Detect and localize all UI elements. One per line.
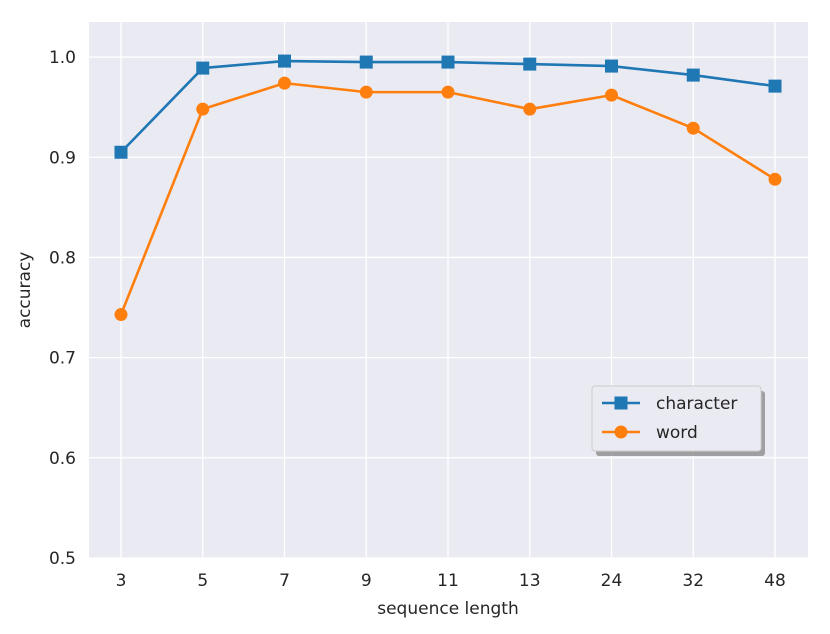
legend-label-word: word (656, 423, 698, 443)
y-tick-label: 0.6 (49, 449, 76, 469)
y-axis-label: accuracy (15, 252, 35, 329)
word-point (605, 88, 618, 102)
character-point (768, 79, 782, 93)
y-tick-label: 0.5 (49, 549, 76, 569)
x-axis-label: sequence length (377, 599, 519, 619)
y-tick-label: 0.9 (49, 148, 76, 168)
word-point (278, 76, 291, 90)
word-point (114, 308, 128, 322)
x-tick-label: 13 (519, 571, 541, 591)
character-point (441, 55, 455, 69)
series-character (114, 54, 782, 159)
legend-marker-word (614, 425, 628, 439)
word-point (523, 102, 537, 116)
y-tick-label: 0.7 (49, 349, 76, 369)
word-point (768, 172, 782, 186)
character-point (359, 55, 373, 69)
x-tick-label: 9 (361, 571, 372, 591)
x-tick-label: 5 (197, 571, 208, 591)
x-tick-labels: 3 5 7 9 11 13 24 32 48 (116, 571, 786, 591)
x-tick-label: 24 (601, 571, 623, 591)
series-word (114, 76, 782, 322)
word-point (359, 85, 373, 99)
character-point (114, 145, 128, 159)
character-point (278, 54, 291, 68)
word-point (196, 102, 210, 116)
y-tick-label: 0.8 (49, 248, 76, 268)
x-tick-label: 11 (437, 571, 459, 591)
y-tick-label: 1.0 (49, 48, 76, 68)
character-point (686, 68, 700, 82)
x-tick-label: 3 (116, 571, 127, 591)
legend-label-character: character (656, 394, 737, 414)
word-point (686, 121, 700, 135)
series-layer (114, 54, 782, 322)
character-point (523, 57, 537, 71)
x-tick-label: 48 (764, 571, 786, 591)
y-tick-labels: 0.5 0.6 0.7 0.8 0.9 1.0 (49, 48, 76, 569)
character-point (196, 61, 210, 75)
word-point (441, 85, 455, 99)
legend: character word (591, 385, 765, 456)
character-point (605, 59, 618, 73)
x-tick-label: 7 (279, 571, 290, 591)
x-tick-label: 32 (682, 571, 704, 591)
legend-marker-character (614, 396, 628, 410)
